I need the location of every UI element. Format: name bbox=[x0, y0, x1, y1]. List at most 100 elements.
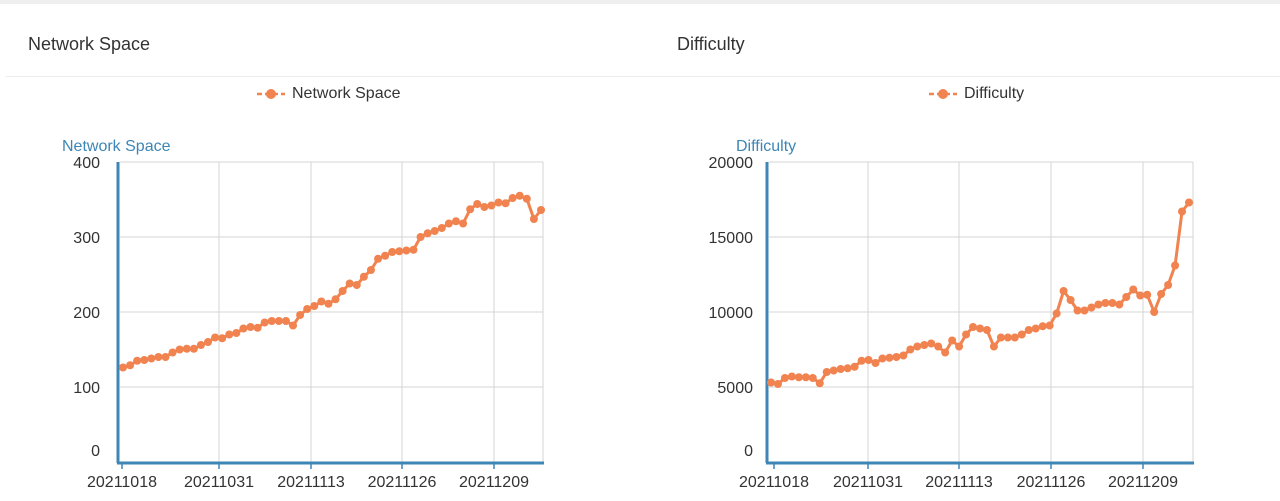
data-point[interactable] bbox=[281, 317, 290, 325]
data-point[interactable] bbox=[1010, 333, 1019, 342]
data-point[interactable] bbox=[1003, 333, 1012, 342]
data-point[interactable] bbox=[1101, 299, 1110, 307]
data-point[interactable] bbox=[359, 272, 368, 281]
data-point[interactable] bbox=[982, 326, 991, 334]
data-point[interactable] bbox=[815, 379, 824, 388]
data-point[interactable] bbox=[402, 246, 411, 255]
data-point[interactable] bbox=[232, 329, 241, 337]
data-point[interactable] bbox=[126, 361, 135, 370]
data-point[interactable] bbox=[1031, 324, 1040, 333]
data-point[interactable] bbox=[1122, 293, 1131, 301]
data-point[interactable] bbox=[253, 323, 262, 332]
data-point[interactable] bbox=[515, 191, 524, 200]
data-point[interactable] bbox=[1108, 299, 1117, 307]
data-point[interactable] bbox=[871, 359, 880, 367]
data-point[interactable] bbox=[537, 206, 545, 214]
data-point[interactable] bbox=[303, 305, 312, 313]
data-point[interactable] bbox=[969, 323, 978, 331]
data-point[interactable] bbox=[466, 205, 475, 214]
data-point[interactable] bbox=[1143, 290, 1152, 299]
data-point[interactable] bbox=[941, 348, 950, 357]
data-point[interactable] bbox=[934, 342, 943, 351]
data-point[interactable] bbox=[345, 279, 354, 288]
data-point[interactable] bbox=[430, 227, 439, 235]
data-point[interactable] bbox=[787, 372, 796, 381]
data-point[interactable] bbox=[154, 353, 163, 361]
data-point[interactable] bbox=[522, 194, 531, 203]
data-point[interactable] bbox=[976, 324, 984, 333]
data-point[interactable] bbox=[962, 330, 971, 339]
data-point[interactable] bbox=[147, 354, 156, 363]
data-point[interactable] bbox=[794, 373, 803, 382]
data-point[interactable] bbox=[1185, 198, 1193, 207]
data-point[interactable] bbox=[352, 281, 361, 289]
network-space-chart[interactable]: 0 100 200 300 400 20211018 20211031 20211113 202… bbox=[0, 150, 640, 500]
data-point[interactable] bbox=[267, 317, 276, 325]
data-point[interactable] bbox=[780, 374, 789, 382]
data-point[interactable] bbox=[366, 266, 375, 274]
data-point[interactable] bbox=[1045, 321, 1054, 330]
data-point[interactable] bbox=[204, 338, 213, 346]
data-point[interactable] bbox=[906, 345, 915, 354]
data-point[interactable] bbox=[175, 345, 184, 354]
data-point[interactable] bbox=[182, 344, 191, 353]
data-point[interactable] bbox=[225, 330, 234, 339]
data-point[interactable] bbox=[338, 287, 347, 295]
data-point[interactable] bbox=[416, 233, 425, 241]
data-point[interactable] bbox=[850, 362, 859, 371]
data-point[interactable] bbox=[1080, 306, 1089, 315]
data-point[interactable] bbox=[843, 364, 852, 373]
data-point[interactable] bbox=[388, 248, 397, 256]
data-point[interactable] bbox=[864, 356, 873, 364]
data-point[interactable] bbox=[955, 342, 964, 351]
data-point[interactable] bbox=[395, 247, 404, 256]
data-point[interactable] bbox=[310, 302, 319, 310]
data-point[interactable] bbox=[218, 334, 227, 343]
data-point[interactable] bbox=[444, 219, 453, 228]
data-point[interactable] bbox=[296, 311, 305, 319]
data-point[interactable] bbox=[140, 356, 149, 364]
data-point[interactable] bbox=[1073, 306, 1082, 315]
data-point[interactable] bbox=[529, 215, 538, 223]
data-point[interactable] bbox=[1157, 290, 1166, 298]
legend-difficulty[interactable]: Difficulty bbox=[928, 84, 1024, 104]
data-point[interactable] bbox=[289, 321, 298, 330]
data-point[interactable] bbox=[189, 344, 198, 353]
data-point[interactable] bbox=[459, 219, 468, 228]
data-point[interactable] bbox=[892, 353, 901, 361]
difficulty-chart[interactable]: 0 5000 10000 15000 20000 20211018 20211031 2021… bbox=[640, 150, 1280, 500]
data-point[interactable] bbox=[274, 317, 283, 325]
data-point[interactable] bbox=[374, 254, 383, 263]
data-point[interactable] bbox=[1129, 285, 1138, 294]
data-point[interactable] bbox=[168, 348, 177, 357]
data-point[interactable] bbox=[1059, 287, 1068, 295]
data-point[interactable] bbox=[808, 374, 817, 382]
data-point[interactable] bbox=[948, 336, 957, 345]
data-point[interactable] bbox=[260, 318, 269, 327]
data-point[interactable] bbox=[246, 323, 255, 331]
data-point[interactable] bbox=[1115, 300, 1124, 309]
data-point[interactable] bbox=[119, 363, 127, 372]
data-point[interactable] bbox=[501, 199, 510, 208]
data-point[interactable] bbox=[773, 380, 782, 388]
data-point[interactable] bbox=[451, 217, 460, 226]
data-point[interactable] bbox=[211, 333, 220, 342]
data-point[interactable] bbox=[829, 366, 838, 375]
data-point[interactable] bbox=[767, 378, 775, 387]
data-point[interactable] bbox=[409, 245, 418, 254]
data-point[interactable] bbox=[1052, 309, 1061, 318]
data-point[interactable] bbox=[878, 354, 887, 363]
data-point[interactable] bbox=[1087, 303, 1096, 312]
data-point[interactable] bbox=[473, 200, 482, 208]
data-point[interactable] bbox=[899, 351, 908, 360]
data-point[interactable] bbox=[317, 297, 326, 306]
data-point[interactable] bbox=[324, 299, 333, 308]
data-point[interactable] bbox=[913, 342, 922, 351]
data-point[interactable] bbox=[437, 224, 446, 232]
legend-network-space[interactable]: Network Space bbox=[256, 84, 401, 104]
data-point[interactable] bbox=[196, 341, 205, 349]
data-point[interactable] bbox=[239, 324, 248, 333]
data-point[interactable] bbox=[1038, 322, 1047, 331]
data-point[interactable] bbox=[487, 201, 496, 210]
data-point[interactable] bbox=[1136, 291, 1145, 300]
